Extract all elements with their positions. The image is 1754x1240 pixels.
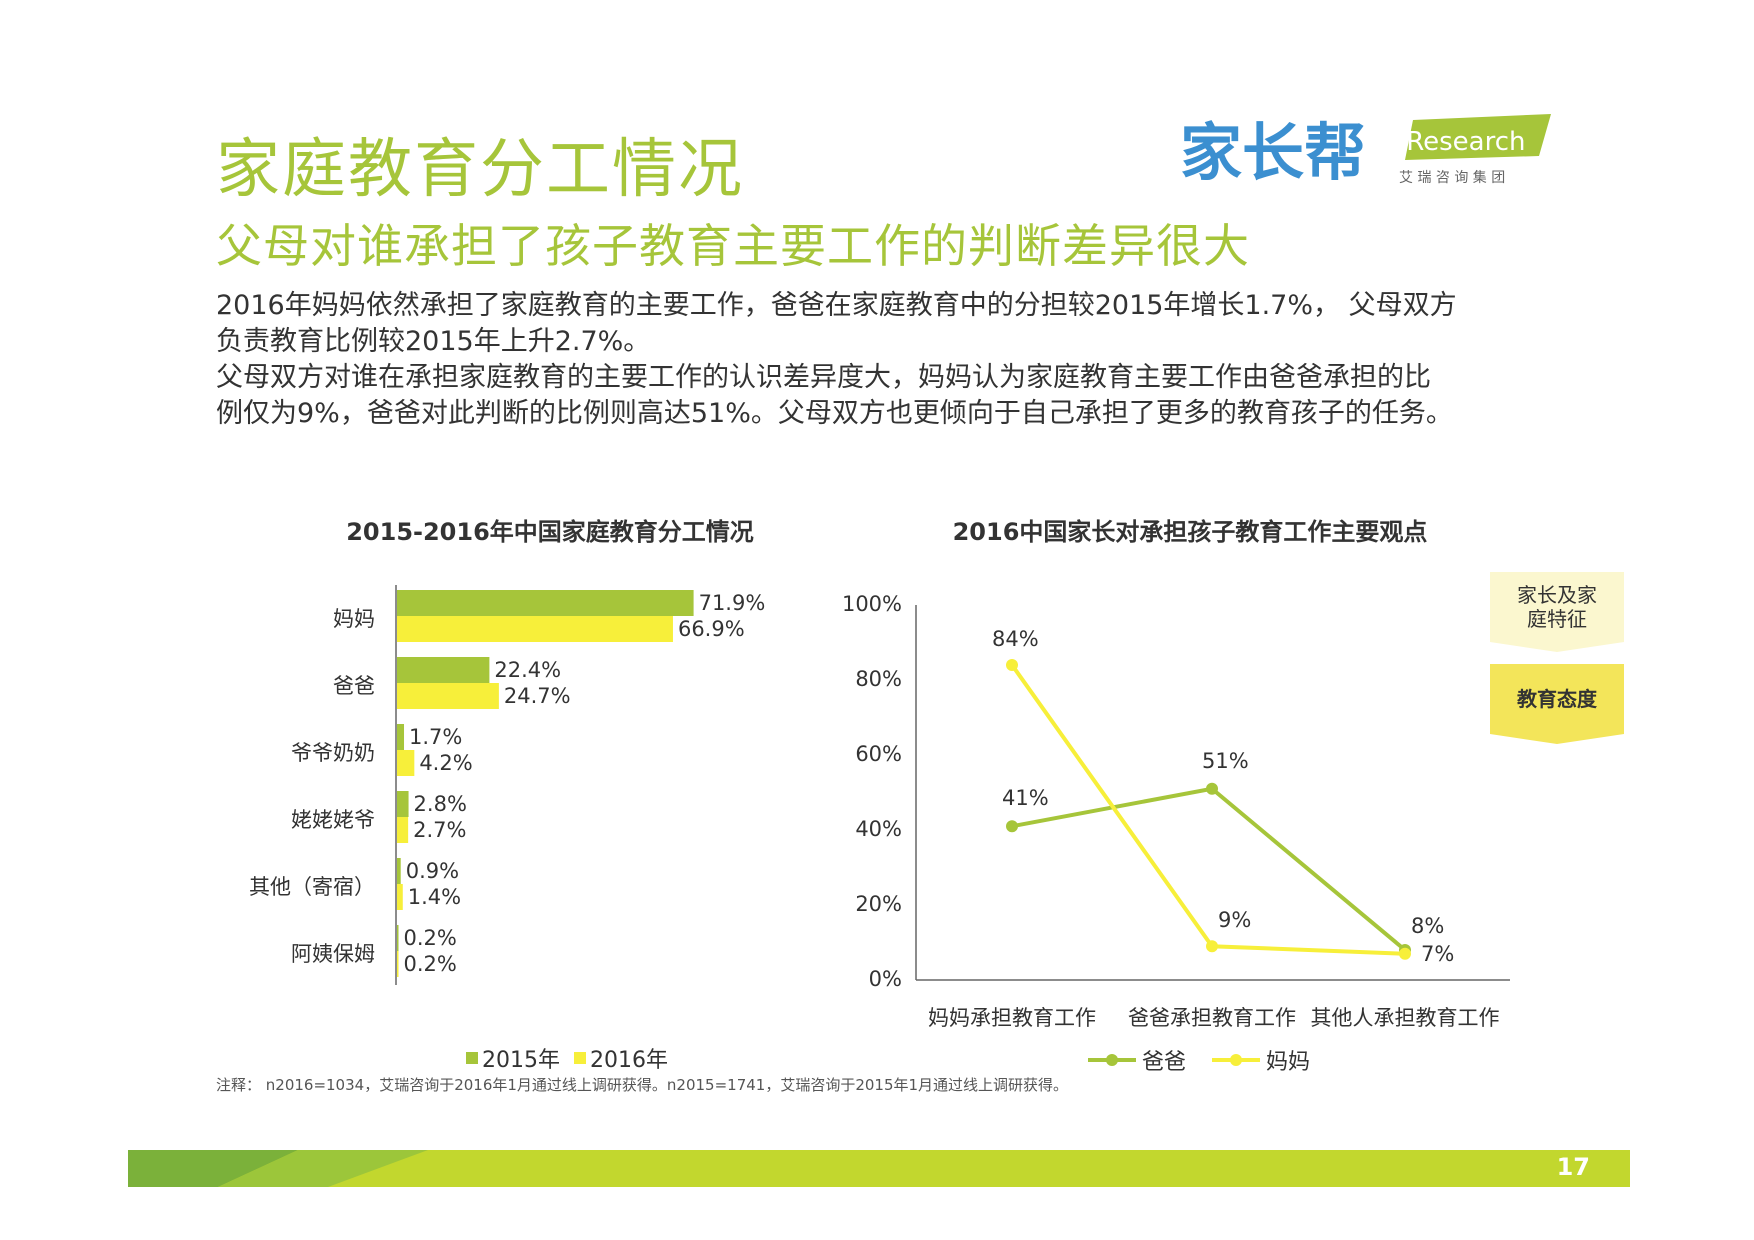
legend-2016-swatch — [574, 1052, 586, 1064]
side-tab-family-line2: 庭特征 — [1527, 607, 1587, 631]
bar-2016年 — [397, 750, 415, 776]
body-paragraph-2-line-2: 例仅为9%，爸爸对此判断的比例则高达51%。父母双方也更倾向于自己承担了更多的教… — [216, 398, 1453, 429]
legend-mom-swatch — [1212, 1054, 1261, 1066]
bar-value-label: 2.8% — [413, 792, 467, 816]
y-tick-label: 20% — [855, 892, 902, 916]
jiazhangbang-logo-text: 家长帮 — [1180, 116, 1366, 189]
iresearch-logo-text: iResearch — [1399, 127, 1525, 157]
legend-dad-swatch — [1088, 1054, 1136, 1066]
line-data-label: 9% — [1218, 908, 1252, 933]
bar-value-label: 4.2% — [419, 751, 473, 775]
bar-chart: 妈妈爸爸爷爷奶奶姥姥姥爷其他（寄宿） 阿姨保姆 71.9% 66.9% 22.4% 24… — [230, 575, 830, 995]
side-tab-attitude-label: 教育态度 — [1517, 687, 1597, 711]
body-paragraph-1-line-1: 2016年妈妈依然承担了家庭教育的主要工作，爸爸在家庭教育中的分担较2015年增… — [216, 290, 1457, 321]
legend-2015-label: 2015年 — [482, 1048, 560, 1073]
body-paragraph-1-line-2: 负责教育比例较2015年上升2.7%。 — [216, 326, 651, 357]
bar-2016年 — [397, 884, 403, 910]
line-point-妈妈 — [1399, 947, 1411, 960]
bar-category-label: 爷爷奶奶 — [291, 741, 375, 765]
bar-chart-plot — [395, 585, 694, 985]
iresearch-logo: iResearch 艾 瑞 咨 询 集 团 — [1399, 114, 1551, 186]
line-data-label: 84% — [992, 627, 1039, 651]
bar-chart-legend: 2015年 2016年 — [466, 1042, 668, 1074]
y-tick-label: 0% — [868, 967, 902, 991]
page-subtitle: 父母对谁承担了孩子教育主要工作的判断差异很大 — [216, 219, 1250, 273]
bar-2016年 — [397, 616, 673, 642]
bar-category-label: 阿姨保姆 — [291, 942, 375, 966]
x-category-label: 妈妈承担教育工作 — [928, 1006, 1096, 1030]
bar-value-label: 22.4% — [494, 658, 562, 682]
bar-value-label: 1.4% — [407, 885, 462, 909]
bar-category-label: 姥姥姥爷 — [291, 808, 375, 832]
bar-2016年 — [397, 817, 409, 843]
footer-bar — [128, 1150, 1630, 1187]
line-data-label: 7% — [1421, 941, 1455, 966]
side-tab-attitude[interactable]: 教育态度 — [1490, 664, 1624, 734]
line-data-label: 8% — [1411, 914, 1445, 938]
bar-value-label: 1.7% — [409, 725, 463, 749]
y-tick-label: 80% — [855, 667, 902, 691]
y-tick-label: 100% — [841, 592, 902, 616]
legend-dad-label: 爸爸 — [1142, 1050, 1187, 1075]
line-chart-plot — [915, 605, 1510, 981]
bar-category-label: 其他（寄宿） — [249, 875, 375, 899]
bar-2015年 — [397, 791, 409, 817]
line-series-妈妈 — [1010, 663, 1406, 956]
bar-2015年 — [397, 925, 399, 951]
page-number: 17 — [1556, 1153, 1590, 1181]
legend-2016-label: 2016年 — [590, 1048, 668, 1073]
x-category-label: 爸爸承担教育工作 — [1128, 1006, 1296, 1030]
bar-value-label: 24.7% — [503, 684, 571, 708]
iresearch-logo-cn: 艾 瑞 咨 询 集 团 — [1399, 169, 1505, 186]
line-point-妈妈 — [1206, 940, 1218, 953]
bar-value-label: 71.9% — [698, 591, 766, 615]
bar-value-label: 2.7% — [413, 818, 467, 842]
line-chart-title: 2016中国家长对承担孩子教育工作主要观点 — [952, 518, 1428, 546]
bar-chart-title: 2015-2016年中国家庭教育分工情况 — [346, 518, 754, 546]
legend-mom-label: 妈妈 — [1266, 1050, 1311, 1075]
bar-value-label: 0.2% — [403, 926, 457, 950]
side-tab-family[interactable]: 家长及家 庭特征 — [1490, 572, 1624, 642]
line-data-label: 51% — [1202, 748, 1249, 773]
bar-2015年 — [397, 657, 490, 683]
y-tick-label: 60% — [855, 742, 902, 766]
line-chart: 0% 20% 40% 60% 80% 100% 妈妈承担教育工作 爸爸承担教育工作 其他人承担教… — [820, 575, 1520, 1035]
legend-2015-swatch — [466, 1052, 478, 1064]
bar-2015年 — [397, 724, 405, 750]
footnote: 注释： n2016=1034，艾瑞咨询于2016年1月通过线上调研获得。n201… — [216, 1076, 1069, 1094]
side-tab-family-line1: 家长及家 — [1517, 583, 1597, 607]
bar-2015年 — [397, 858, 401, 884]
bar-category-label: 爸爸 — [333, 674, 375, 698]
bar-category-label: 妈妈 — [333, 607, 375, 631]
page-title: 家庭教育分工情况 — [216, 133, 744, 207]
line-point-爸爸 — [1006, 820, 1018, 833]
line-point-爸爸 — [1206, 782, 1218, 795]
x-category-label: 其他人承担教育工作 — [1310, 1006, 1500, 1030]
bar-value-label: 0.2% — [403, 952, 457, 976]
bar-2016年 — [397, 683, 499, 709]
bar-2016年 — [397, 951, 399, 977]
bar-value-label: 66.9% — [677, 617, 745, 641]
body-paragraph-2-line-1: 父母双方对谁在承担家庭教育的主要工作的认识差异度大，妈妈认为家庭教育主要工作由爸… — [216, 362, 1431, 393]
line-data-label: 41% — [1002, 786, 1049, 811]
bar-2015年 — [397, 590, 694, 616]
side-tab-attitude-bg — [1490, 664, 1624, 744]
line-point-妈妈 — [1006, 659, 1018, 671]
bar-value-label: 0.9% — [405, 859, 460, 883]
jiazhangbang-logo: 家长帮 — [1180, 116, 1366, 189]
line-series-爸爸 — [1011, 786, 1407, 952]
line-chart-legend: 爸爸 妈妈 — [1088, 1044, 1310, 1076]
y-tick-label: 40% — [855, 817, 902, 841]
side-tab-family-bg — [1490, 572, 1624, 652]
